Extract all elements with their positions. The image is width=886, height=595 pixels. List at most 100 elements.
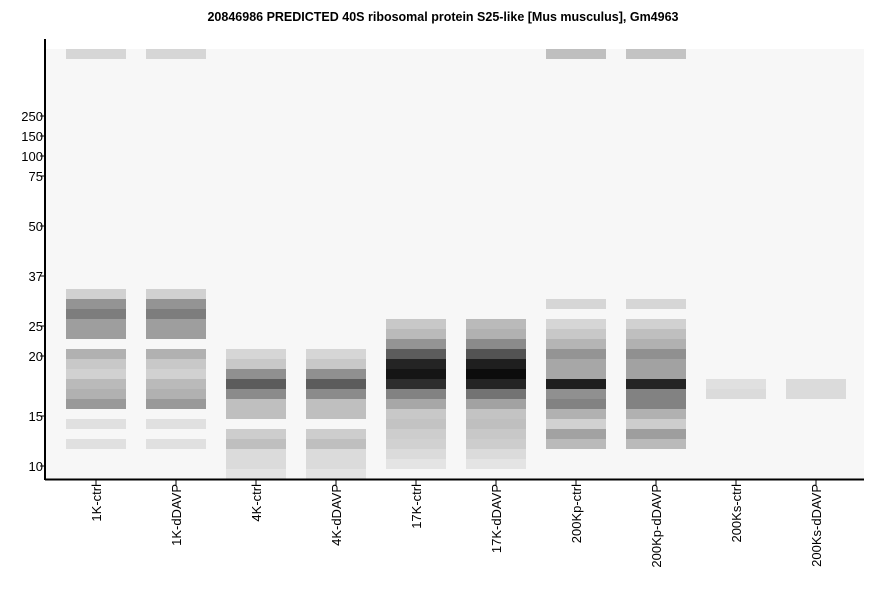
band-4K-ctrl-row-39: [226, 439, 286, 449]
band-17K-ctrl-row-34: [386, 389, 446, 399]
y-tick-label: 75: [29, 169, 43, 184]
band-200Kp-dDAVP-row-28: [626, 329, 686, 339]
band-4K-dDAVP-row-33: [306, 379, 366, 389]
band-1K-dDAVP-row-31: [146, 359, 206, 369]
band-17K-dDAVP-row-34: [466, 389, 526, 399]
band-200Kp-ctrl-row-34: [546, 389, 606, 399]
band-17K-ctrl-row-40: [386, 449, 446, 459]
band-4K-ctrl-row-31: [226, 359, 286, 369]
band-200Kp-dDAVP-row-37: [626, 419, 686, 429]
band-17K-dDAVP-row-33: [466, 379, 526, 389]
lane-label-200Ks-ctrl: 200Ks-ctrl: [729, 484, 744, 543]
band-4K-dDAVP-row-31: [306, 359, 366, 369]
band-200Kp-ctrl-row-29: [546, 339, 606, 349]
band-4K-ctrl-row-40: [226, 449, 286, 459]
band-17K-ctrl-row-32: [386, 369, 446, 379]
band-1K-ctrl-row-34: [66, 389, 126, 399]
band-4K-dDAVP-row-39: [306, 439, 366, 449]
chart-title: 20846986 PREDICTED 40S ribosomal protein…: [207, 10, 679, 24]
lane-label-17K-dDAVP: 17K-dDAVP: [489, 484, 504, 553]
lane-label-200Ks-dDAVP: 200Ks-dDAVP: [809, 484, 824, 567]
band-4K-ctrl-row-32: [226, 369, 286, 379]
band-17K-dDAVP-row-32: [466, 369, 526, 379]
band-200Kp-ctrl-row-38: [546, 429, 606, 439]
band-1K-ctrl-row-28: [66, 329, 126, 339]
band-200Kp-dDAVP-row-35: [626, 399, 686, 409]
band-1K-dDAVP-row-35: [146, 399, 206, 409]
band-4K-dDAVP-row-42: [306, 469, 366, 479]
band-1K-ctrl-row-0: [66, 49, 126, 59]
lane-label-1K-ctrl: 1K-ctrl: [89, 484, 104, 522]
band-200Kp-dDAVP-row-36: [626, 409, 686, 419]
band-4K-ctrl-row-38: [226, 429, 286, 439]
band-17K-ctrl-row-31: [386, 359, 446, 369]
lane-label-200Kp-dDAVP: 200Kp-dDAVP: [649, 484, 664, 568]
band-1K-ctrl-row-31: [66, 359, 126, 369]
band-17K-dDAVP-row-27: [466, 319, 526, 329]
band-200Kp-dDAVP-row-32: [626, 369, 686, 379]
band-200Kp-ctrl-row-28: [546, 329, 606, 339]
band-4K-dDAVP-row-40: [306, 449, 366, 459]
x-tick-layer: 1K-ctrl 1K-dDAVP 4K-ctrl 4K-dDAVP 17K-ctrl 17…: [89, 480, 824, 568]
band-4K-ctrl-row-41: [226, 459, 286, 469]
band-17K-dDAVP-row-38: [466, 429, 526, 439]
band-200Kp-ctrl-row-31: [546, 359, 606, 369]
y-tick-label: 10: [29, 459, 43, 474]
band-4K-ctrl-row-34: [226, 389, 286, 399]
band-200Kp-ctrl-row-39: [546, 439, 606, 449]
band-17K-dDAVP-row-41: [466, 459, 526, 469]
band-17K-ctrl-row-30: [386, 349, 446, 359]
band-17K-ctrl-row-33: [386, 379, 446, 389]
band-4K-dDAVP-row-32: [306, 369, 366, 379]
band-4K-ctrl-row-36: [226, 409, 286, 419]
band-1K-dDAVP-row-30: [146, 349, 206, 359]
band-200Kp-ctrl-row-35: [546, 399, 606, 409]
band-4K-dDAVP-row-35: [306, 399, 366, 409]
lane-label-4K-dDAVP: 4K-dDAVP: [329, 484, 344, 546]
band-1K-ctrl-row-35: [66, 399, 126, 409]
band-200Ks-dDAVP-row-34: [786, 389, 846, 399]
band-1K-ctrl-row-32: [66, 369, 126, 379]
y-tick-layer: 250 150 100 75 50 37 25 20 15 10: [21, 109, 45, 474]
band-4K-ctrl-row-35: [226, 399, 286, 409]
band-4K-dDAVP-row-30: [306, 349, 366, 359]
band-4K-dDAVP-row-36: [306, 409, 366, 419]
band-1K-dDAVP-row-32: [146, 369, 206, 379]
y-tick-label: 250: [21, 109, 43, 124]
band-1K-dDAVP-row-34: [146, 389, 206, 399]
y-tick-label: 100: [21, 149, 43, 164]
band-200Kp-dDAVP-row-34: [626, 389, 686, 399]
band-4K-dDAVP-row-34: [306, 389, 366, 399]
lane-label-1K-dDAVP: 1K-dDAVP: [169, 484, 184, 546]
band-1K-ctrl-row-24: [66, 289, 126, 299]
plot-background: [46, 49, 864, 479]
lane-label-17K-ctrl: 17K-ctrl: [409, 484, 424, 529]
y-tick-label: 20: [29, 349, 43, 364]
band-200Kp-dDAVP-row-38: [626, 429, 686, 439]
band-200Kp-ctrl-row-36: [546, 409, 606, 419]
band-17K-dDAVP-row-37: [466, 419, 526, 429]
band-17K-dDAVP-row-31: [466, 359, 526, 369]
band-17K-ctrl-row-39: [386, 439, 446, 449]
band-17K-ctrl-row-41: [386, 459, 446, 469]
y-tick-label: 150: [21, 129, 43, 144]
band-17K-dDAVP-row-35: [466, 399, 526, 409]
band-200Kp-dDAVP-row-25: [626, 299, 686, 309]
band-1K-dDAVP-row-0: [146, 49, 206, 59]
band-4K-dDAVP-row-41: [306, 459, 366, 469]
band-17K-ctrl-row-27: [386, 319, 446, 329]
band-200Ks-ctrl-row-34: [706, 389, 766, 399]
y-tick-label: 50: [29, 219, 43, 234]
band-1K-dDAVP-row-37: [146, 419, 206, 429]
band-17K-dDAVP-row-40: [466, 449, 526, 459]
band-1K-ctrl-row-25: [66, 299, 126, 309]
band-17K-dDAVP-row-30: [466, 349, 526, 359]
band-17K-dDAVP-row-39: [466, 439, 526, 449]
band-1K-dDAVP-row-27: [146, 319, 206, 329]
band-17K-ctrl-row-28: [386, 329, 446, 339]
band-200Ks-dDAVP-row-33: [786, 379, 846, 389]
band-4K-ctrl-row-42: [226, 469, 286, 479]
band-1K-dDAVP-row-33: [146, 379, 206, 389]
band-17K-ctrl-row-29: [386, 339, 446, 349]
band-200Kp-dDAVP-row-29: [626, 339, 686, 349]
